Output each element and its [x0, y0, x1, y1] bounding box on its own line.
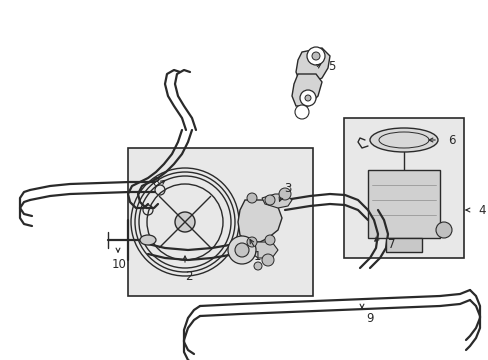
Circle shape — [253, 262, 262, 270]
Text: 3: 3 — [284, 181, 291, 194]
Bar — [343, 118, 463, 258]
Circle shape — [306, 47, 325, 65]
Circle shape — [435, 222, 451, 238]
Circle shape — [246, 193, 257, 203]
Circle shape — [299, 90, 315, 106]
Polygon shape — [385, 238, 421, 252]
Bar — [128, 148, 312, 296]
Circle shape — [264, 195, 274, 205]
Polygon shape — [367, 170, 439, 238]
Polygon shape — [238, 200, 282, 242]
Text: 1: 1 — [253, 249, 261, 262]
Text: 2: 2 — [184, 270, 192, 283]
Circle shape — [264, 235, 274, 245]
Text: 7: 7 — [387, 238, 395, 251]
Text: 5: 5 — [327, 59, 335, 72]
Text: 4: 4 — [477, 203, 485, 216]
Polygon shape — [291, 74, 321, 106]
Circle shape — [235, 243, 248, 257]
Text: 9: 9 — [365, 311, 373, 324]
Circle shape — [262, 254, 273, 266]
Circle shape — [305, 95, 310, 101]
Ellipse shape — [140, 235, 156, 245]
Circle shape — [279, 188, 290, 200]
Circle shape — [227, 236, 256, 264]
Circle shape — [175, 212, 195, 232]
Text: 10: 10 — [112, 257, 126, 270]
Circle shape — [294, 105, 308, 119]
Polygon shape — [262, 194, 291, 208]
Ellipse shape — [369, 128, 437, 152]
Polygon shape — [295, 48, 329, 84]
Text: 6: 6 — [447, 134, 454, 147]
Text: 8: 8 — [152, 176, 159, 189]
Circle shape — [246, 237, 257, 247]
Polygon shape — [249, 242, 278, 258]
Circle shape — [311, 52, 319, 60]
